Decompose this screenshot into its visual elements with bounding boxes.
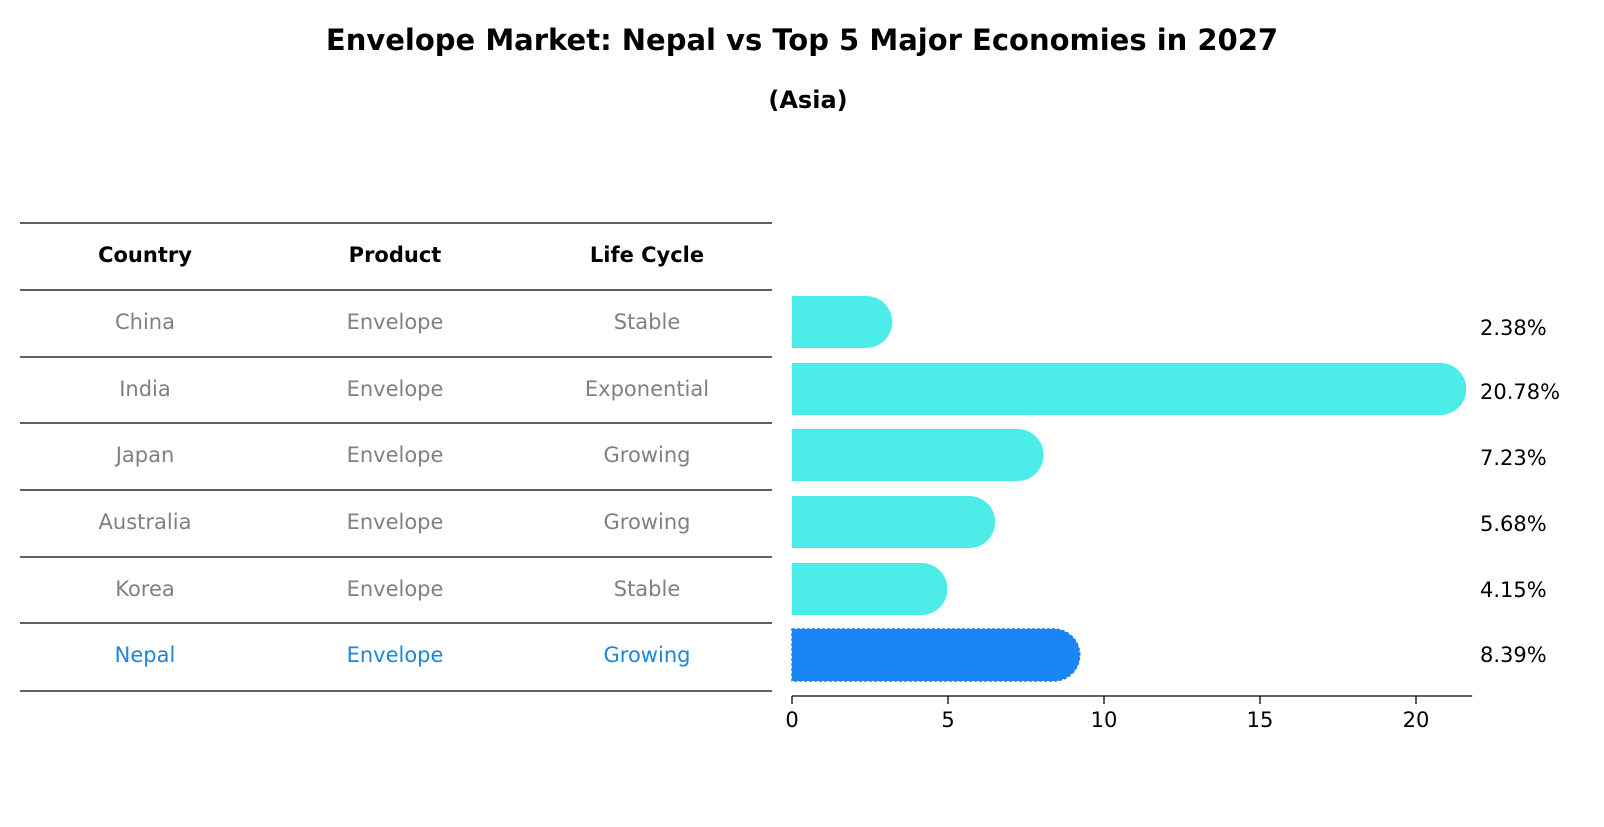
x-axis: 0 5 10 15 20 — [785, 695, 1473, 732]
table-cell: China — [115, 310, 175, 334]
table-cell: Exponential — [585, 377, 709, 401]
table-cell: Envelope — [347, 577, 444, 601]
x-tick-label: 15 — [1247, 708, 1274, 732]
table-cell: Stable — [614, 577, 681, 601]
x-tick-label: 5 — [941, 708, 954, 732]
x-tick-label: 0 — [785, 708, 798, 732]
table-header-cell: Country — [98, 243, 192, 267]
bar-nepal — [791, 628, 1081, 682]
table-cell: Growing — [604, 643, 691, 667]
table-cell: Envelope — [347, 510, 444, 534]
bar-japan — [792, 429, 1044, 481]
value-label: 8.39% — [1480, 643, 1547, 667]
x-tick-label: 20 — [1403, 708, 1430, 732]
table-cell: Growing — [604, 443, 691, 467]
bar-series — [791, 296, 1467, 682]
table-cell: India — [119, 377, 171, 401]
table-cell: Growing — [604, 510, 691, 534]
value-label: 20.78% — [1480, 380, 1560, 404]
table-cell: Japan — [114, 443, 175, 467]
info-table: Country Product Life Cycle China Envelope Sta… — [20, 222, 772, 692]
table-header-cell: Life Cycle — [590, 243, 704, 267]
value-labels: 2.38% 20.78% 7.23% 5.68% 4.15% 8.39% — [1480, 316, 1560, 667]
value-label: 4.15% — [1480, 578, 1547, 602]
bar-india — [792, 363, 1467, 415]
value-label: 2.38% — [1480, 316, 1547, 340]
chart-subtitle: (Asia) — [768, 86, 847, 114]
bar-korea — [792, 563, 948, 615]
table-cell: Envelope — [347, 377, 444, 401]
value-label: 5.68% — [1480, 512, 1547, 536]
table-cell: Envelope — [347, 643, 444, 667]
table-cell: Envelope — [347, 443, 444, 467]
table-cell: Korea — [115, 577, 175, 601]
table-cell: Envelope — [347, 310, 444, 334]
chart-title: Envelope Market: Nepal vs Top 5 Major Ec… — [326, 23, 1278, 57]
bar-australia — [792, 496, 996, 548]
bar-china — [792, 296, 893, 348]
table-cell: Nepal — [115, 643, 176, 667]
table-cell: Stable — [614, 310, 681, 334]
table-cell: Australia — [99, 510, 192, 534]
value-label: 7.23% — [1480, 446, 1547, 470]
x-tick-label: 10 — [1091, 708, 1118, 732]
table-header-cell: Product — [349, 243, 442, 267]
